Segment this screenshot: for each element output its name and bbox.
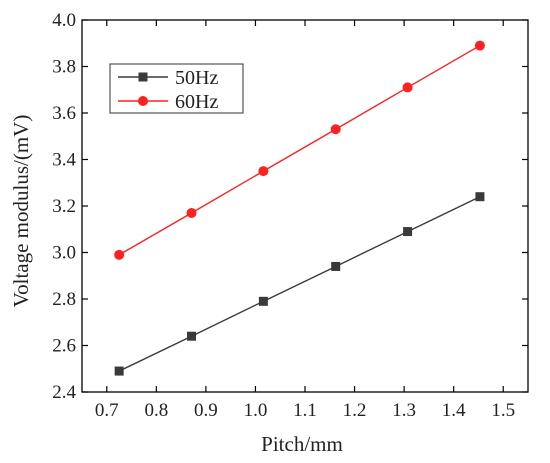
legend-marker-50hz: [138, 72, 148, 82]
legend-label-50hz: 50Hz: [175, 67, 218, 89]
x-tick-label: 1.1: [293, 400, 317, 421]
y-tick-label: 3.2: [52, 196, 76, 217]
legend-marker-60hz: [138, 96, 148, 106]
data-point-50hz: [403, 227, 413, 237]
x-tick-label: 1.5: [491, 400, 515, 421]
data-point-50hz: [258, 296, 268, 306]
series-line-50hz: [118, 196, 481, 372]
x-axis-label: Pitch/mm: [261, 432, 343, 456]
legend-label-60hz: 60Hz: [175, 91, 218, 113]
series-group: [114, 40, 485, 376]
x-tick-label: 0.8: [144, 400, 168, 421]
data-point-60hz: [402, 82, 413, 93]
x-tick-label: 1.4: [442, 400, 466, 421]
x-tick-label: 0.9: [194, 400, 218, 421]
x-tick-label: 1.0: [244, 400, 268, 421]
x-tick-label: 1.3: [392, 400, 416, 421]
data-point-60hz: [258, 166, 269, 177]
series-50hz: [114, 192, 485, 376]
data-point-50hz: [187, 331, 197, 341]
y-tick-label: 2.4: [52, 382, 76, 403]
axes: 0.7 0.8 0.9 1.0 1.1 1.2 1.3 1.4 1.5 2.4 2.6 2.8 3.0 3…: [52, 10, 529, 421]
data-point-50hz: [475, 192, 485, 202]
y-tick-label: 3.0: [52, 243, 76, 264]
x-tick-label: 0.7: [95, 400, 119, 421]
data-point-50hz: [114, 366, 124, 376]
data-point-60hz: [330, 124, 341, 135]
series-60hz: [114, 40, 485, 260]
data-point-50hz: [331, 261, 341, 271]
data-point-60hz: [114, 249, 125, 260]
data-point-60hz: [186, 207, 197, 218]
data-point-60hz: [474, 40, 485, 51]
y-tick-label: 3.8: [52, 57, 76, 78]
y-tick-label: 4.0: [52, 10, 76, 31]
y-tick-label: 2.8: [52, 289, 76, 310]
y-axis-label: Voltage modulus/(mV): [9, 115, 33, 308]
y-tick-label: 3.6: [52, 103, 76, 124]
series-line-60hz: [118, 44, 481, 256]
y-tick-label: 3.4: [52, 150, 76, 171]
y-tick-label: 2.6: [52, 336, 76, 357]
legend-box: [109, 63, 244, 114]
x-tick-label: 1.2: [343, 400, 367, 421]
